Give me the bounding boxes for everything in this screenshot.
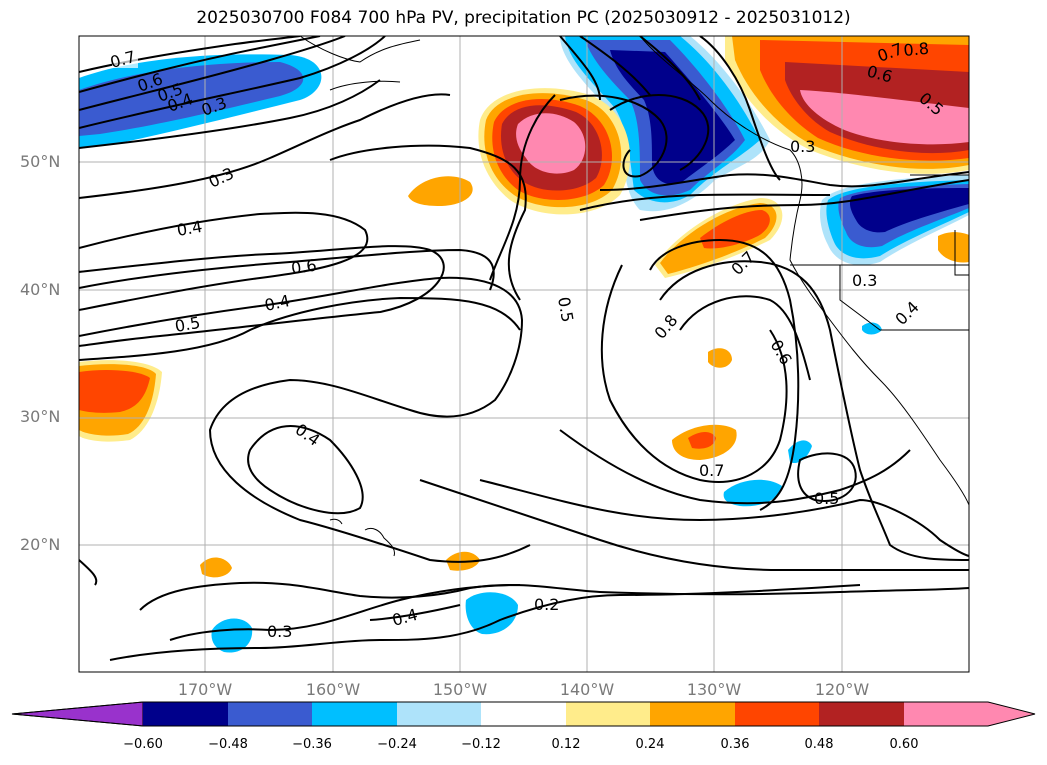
colorbar-tick-label: 0.12 <box>551 737 581 752</box>
contour-label: 0.3 <box>267 622 292 641</box>
contour-label: 0.3 <box>852 271 877 290</box>
contour-label: 0.2 <box>534 595 559 614</box>
colorbar-tick-label: −0.24 <box>377 737 417 752</box>
pv-contours <box>79 36 969 661</box>
lon-label: 120°W <box>814 680 870 699</box>
lon-label: 150°W <box>432 680 488 699</box>
colorbar-tick-label: −0.12 <box>461 737 501 752</box>
lat-label: 30°N <box>20 407 61 426</box>
lon-label: 160°W <box>305 680 361 699</box>
lat-label: 20°N <box>20 535 61 554</box>
colorbar-bin <box>735 702 819 726</box>
lat-label: 40°N <box>20 280 61 299</box>
lon-label: 170°W <box>177 680 233 699</box>
graticule <box>79 36 969 672</box>
contour-label: 0.5 <box>814 489 839 508</box>
map-frame <box>78 35 970 673</box>
colorbar-bin <box>650 702 735 726</box>
contour-label: 0.4 <box>263 291 292 315</box>
lon-label: 140°W <box>559 680 615 699</box>
colorbar-tick-label: 0.60 <box>889 737 919 752</box>
colorbar-bin <box>397 702 481 726</box>
contour-label: 0.6 <box>290 256 318 278</box>
colorbar-extend-high <box>904 702 1035 726</box>
colorbar-tick-label: −0.36 <box>292 737 332 752</box>
map-title: 2025030700 F084 700 hPa PV, precipitatio… <box>196 8 851 28</box>
contour-label: 0.5 <box>554 295 577 323</box>
contour-label: 0.8 <box>903 39 930 60</box>
colorbar-tick-label: −0.60 <box>123 737 163 752</box>
precip-shading <box>79 36 969 653</box>
colorbar-tick-label: 0.36 <box>720 737 750 752</box>
colorbar-bin <box>228 702 312 726</box>
colorbar-tick-label: −0.48 <box>208 737 248 752</box>
colorbar-bin <box>143 702 228 726</box>
colorbar-bin <box>481 702 566 726</box>
contour-label: 0.5 <box>173 313 201 336</box>
colorbar-bin <box>819 702 904 726</box>
colorbar-bin <box>566 702 650 726</box>
colorbar-tick-label: 0.24 <box>635 737 665 752</box>
colorbar <box>11 701 1036 727</box>
contour-label: 0.7 <box>699 461 724 480</box>
coastlines <box>299 36 969 557</box>
colorbar-tick-label: 0.48 <box>804 737 834 752</box>
contour-label: 0.3 <box>790 137 815 156</box>
contour-labels: 0.7 0.6 0.5 0.4 0.3 0.3 0.4 0.6 0.4 0.5 … <box>108 39 947 641</box>
lon-label: 130°W <box>686 680 742 699</box>
colorbar-bin <box>312 702 397 726</box>
contour-label: 0.4 <box>175 217 203 240</box>
lat-label: 50°N <box>20 152 61 171</box>
colorbar-extend-low <box>11 701 144 727</box>
